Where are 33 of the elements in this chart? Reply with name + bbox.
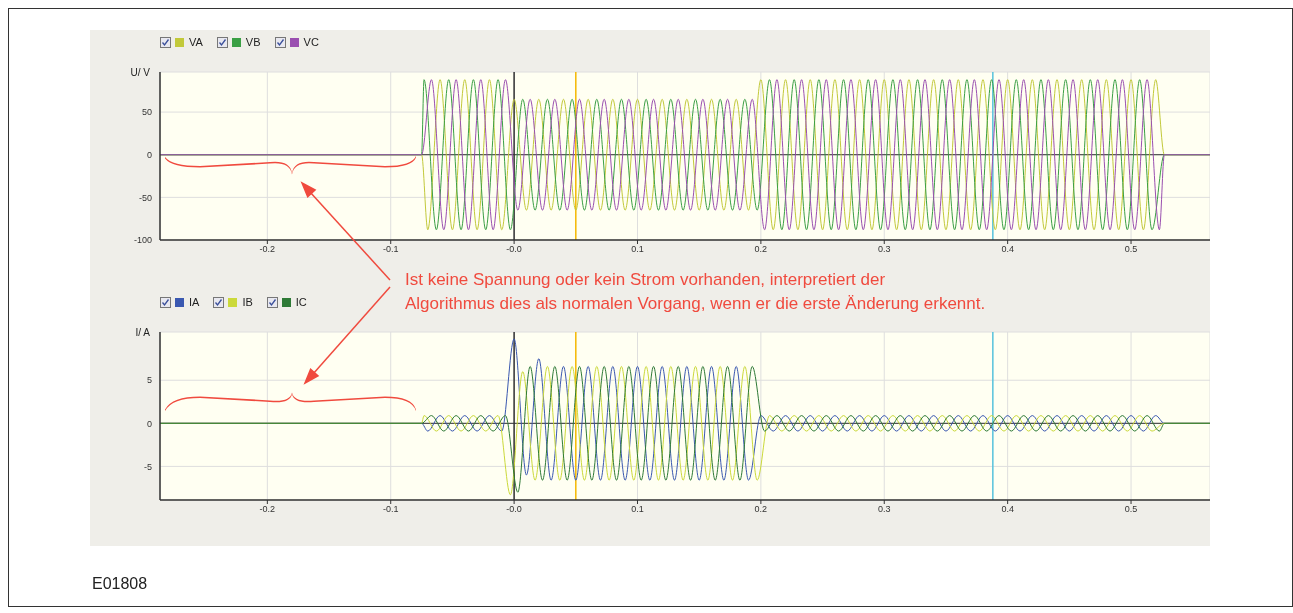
legend-label: VA bbox=[189, 36, 203, 48]
legend-label: IA bbox=[189, 296, 200, 308]
text: E01808 bbox=[92, 574, 148, 594]
x-tick-label: -0.2 bbox=[259, 244, 276, 255]
x-tick-label: 0.2 bbox=[754, 244, 768, 255]
y-tick-label: 50 bbox=[141, 107, 152, 118]
y-tick-label: 0 bbox=[146, 149, 152, 160]
x-tick-label: 0.1 bbox=[631, 504, 644, 515]
y-tick-label: -50 bbox=[138, 192, 152, 203]
x-tick-label: 0.4 bbox=[1001, 504, 1014, 515]
x-tick-label: 0.5 bbox=[1124, 244, 1138, 255]
y-tick-label: 0 bbox=[146, 418, 152, 429]
legend-label: IC bbox=[295, 296, 307, 308]
x-tick-label: 0.2 bbox=[754, 504, 768, 515]
x-tick-label: -0.1 bbox=[382, 244, 399, 255]
x-tick-label: -0.0 bbox=[506, 504, 522, 515]
x-tick-label: 0.5 bbox=[1124, 504, 1138, 515]
y-axis-title: I/ A bbox=[135, 327, 151, 338]
legend-label: VB bbox=[245, 36, 261, 48]
y-tick-label: 5 bbox=[146, 375, 152, 386]
x-tick-label: 0.1 bbox=[631, 244, 644, 255]
x-tick-label: 0.4 bbox=[1001, 244, 1014, 255]
legend-label: VC bbox=[303, 36, 319, 48]
x-tick-label: -0.1 bbox=[382, 504, 399, 515]
x-tick-label: 0.3 bbox=[878, 504, 891, 515]
y-tick-label: -100 bbox=[133, 235, 152, 246]
legend-label: IB bbox=[242, 296, 253, 308]
x-tick-label: -0.0 bbox=[506, 244, 522, 255]
y-axis-title: U/ V bbox=[130, 67, 151, 78]
text: Ist keine Spannung oder kein Strom vorhanden, interpretiert der Algorithmus dies als normalen Vorgang, wenn er die erste Änderung erkennt. bbox=[405, 269, 986, 315]
x-tick-label: -0.2 bbox=[259, 504, 276, 515]
x-tick-label: 0.3 bbox=[878, 244, 891, 255]
y-tick-label: -5 bbox=[143, 461, 152, 472]
